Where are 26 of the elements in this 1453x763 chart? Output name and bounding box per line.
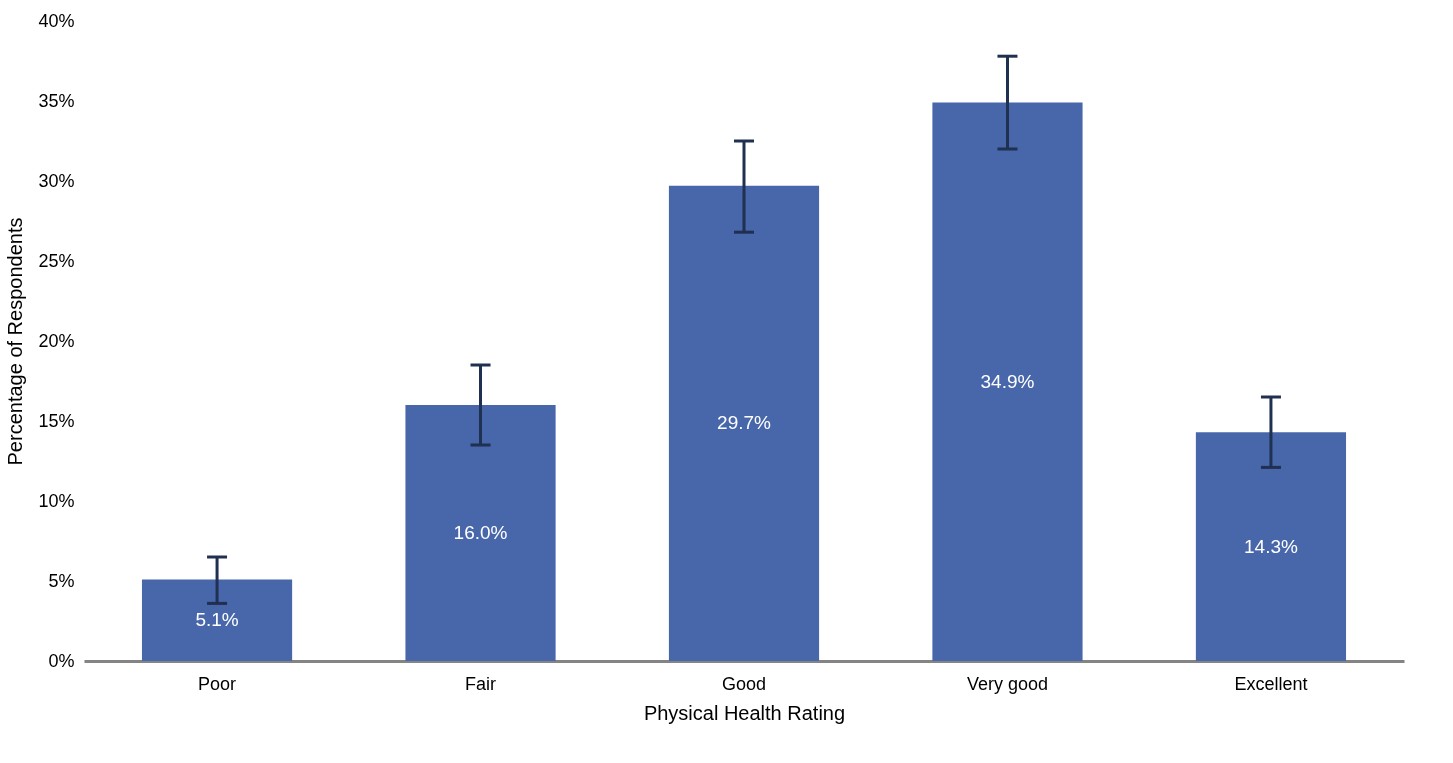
bar [932, 102, 1083, 661]
y-tick-label: 25% [38, 250, 75, 271]
y-tick-label: 40% [38, 10, 75, 31]
y-tick-label: 15% [38, 410, 75, 431]
y-tick-label: 0% [48, 650, 75, 671]
y-tick-label: 35% [38, 90, 75, 111]
y-tick-label: 10% [38, 490, 75, 511]
data-label: 5.1% [195, 609, 239, 631]
x-axis-title: Physical Health Rating [643, 701, 846, 724]
bar [141, 579, 293, 661]
bar [405, 405, 556, 661]
y-tick-label: 20% [38, 330, 75, 351]
x-tick-label: Excellent [1234, 673, 1308, 694]
y-tick-label: 5% [48, 570, 75, 591]
bar [1195, 432, 1347, 661]
data-label: 29.7% [717, 412, 772, 434]
x-tick-label: Fair [465, 673, 497, 694]
bar [668, 185, 820, 661]
y-axis-title: Percentage of Respondents [4, 217, 27, 466]
x-tick-label: Very good [966, 673, 1048, 694]
data-label: 14.3% [1244, 535, 1298, 557]
data-label: 34.9% [980, 370, 1035, 392]
data-label: 16.0% [453, 522, 508, 543]
x-tick-label: Poor [198, 673, 237, 694]
x-tick-label: Good [721, 673, 767, 694]
y-tick-label: 30% [38, 170, 75, 191]
